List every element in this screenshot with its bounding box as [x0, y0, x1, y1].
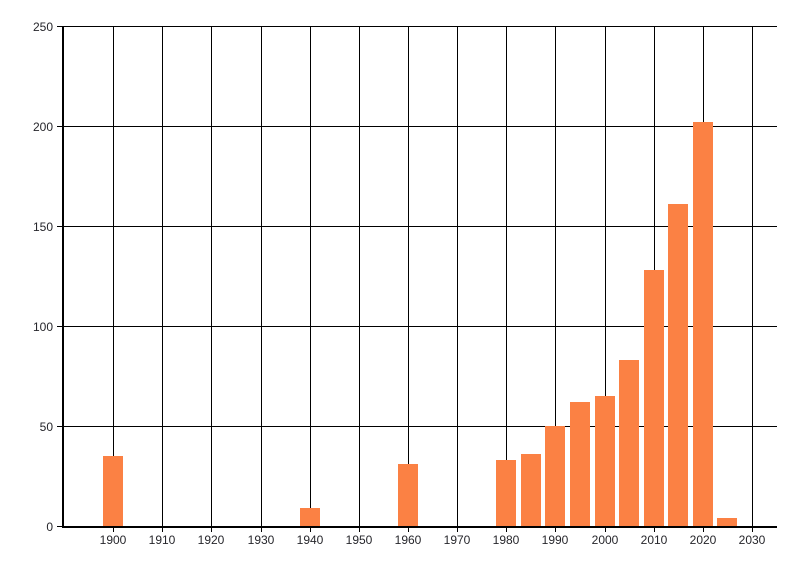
gridline-x-1980 — [506, 26, 507, 526]
y-tick-label-100: 100 — [32, 320, 53, 334]
x-tick-1970 — [457, 528, 458, 532]
x-tick-1900 — [113, 528, 114, 532]
x-tick-label-1960: 1960 — [394, 533, 422, 547]
gridline-x-1990 — [555, 26, 556, 526]
gridline-x-2000 — [605, 26, 606, 526]
y-tick-label-50: 50 — [39, 420, 53, 434]
gridline-y-50 — [62, 426, 777, 427]
gridline-x-1910 — [162, 26, 163, 526]
x-tick-2020 — [703, 528, 704, 532]
gridline-x-1940 — [310, 26, 311, 526]
y-tick-label-0: 0 — [46, 520, 53, 534]
bar-1995 — [570, 402, 590, 526]
y-tick-200 — [57, 126, 62, 127]
x-tick-2010 — [654, 528, 655, 532]
x-axis-line — [62, 526, 777, 528]
bar-2025 — [717, 518, 737, 526]
y-axis-line — [62, 26, 64, 528]
gridline-x-1950 — [359, 26, 360, 526]
gridline-y-150 — [62, 226, 777, 227]
x-tick-label-1930: 1930 — [247, 533, 275, 547]
y-tick-50 — [57, 426, 62, 427]
y-tick-0 — [57, 526, 62, 527]
bar-2010 — [644, 270, 664, 526]
x-tick-2000 — [605, 528, 606, 532]
x-tick-label-1970: 1970 — [443, 533, 471, 547]
bar-2015 — [668, 204, 688, 526]
bar-1960 — [398, 464, 418, 526]
y-tick-250 — [57, 26, 62, 27]
gridline-x-2030 — [752, 26, 753, 526]
bar-1980 — [496, 460, 516, 526]
x-tick-1950 — [359, 528, 360, 532]
x-tick-label-1940: 1940 — [296, 533, 324, 547]
x-tick-1910 — [162, 528, 163, 532]
bar-1985 — [521, 454, 541, 526]
bar-2020 — [693, 122, 713, 526]
bar-1900 — [103, 456, 123, 526]
x-tick-label-2020: 2020 — [689, 533, 717, 547]
gridline-x-1930 — [261, 26, 262, 526]
x-tick-label-2010: 2010 — [640, 533, 668, 547]
bar-1940 — [300, 508, 320, 526]
gridline-x-1970 — [457, 26, 458, 526]
gridline-y-100 — [62, 326, 777, 327]
y-tick-label-200: 200 — [32, 120, 53, 134]
x-tick-label-2030: 2030 — [738, 533, 766, 547]
x-tick-1930 — [261, 528, 262, 532]
x-tick-1960 — [408, 528, 409, 532]
gridline-x-1960 — [408, 26, 409, 526]
gridline-y-250 — [62, 26, 777, 27]
x-tick-label-1900: 1900 — [99, 533, 127, 547]
x-tick-1980 — [506, 528, 507, 532]
x-tick-label-2000: 2000 — [591, 533, 619, 547]
bar-2000 — [595, 396, 615, 526]
x-tick-1990 — [555, 528, 556, 532]
x-tick-1940 — [310, 528, 311, 532]
x-tick-label-1980: 1980 — [492, 533, 520, 547]
bar-2005 — [619, 360, 639, 526]
gridline-x-1920 — [211, 26, 212, 526]
x-tick-label-1990: 1990 — [541, 533, 569, 547]
y-tick-100 — [57, 326, 62, 327]
y-tick-150 — [57, 226, 62, 227]
x-tick-label-1910: 1910 — [148, 533, 176, 547]
y-tick-label-150: 150 — [32, 220, 53, 234]
gridline-y-200 — [62, 126, 777, 127]
x-tick-label-1950: 1950 — [345, 533, 373, 547]
x-tick-label-1920: 1920 — [197, 533, 225, 547]
gridline-x-1900 — [113, 26, 114, 526]
bar-1990 — [545, 426, 565, 526]
x-tick-1920 — [211, 528, 212, 532]
x-tick-2030 — [752, 528, 753, 532]
y-tick-label-250: 250 — [32, 20, 53, 34]
